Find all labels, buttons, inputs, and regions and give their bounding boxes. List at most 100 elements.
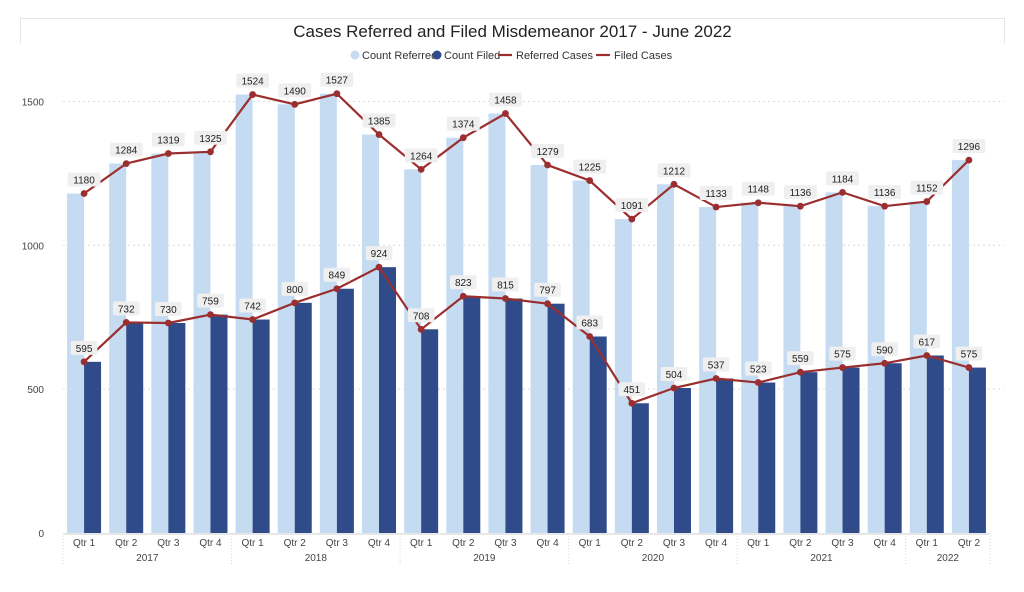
data-label-filed-bg xyxy=(407,308,435,323)
x-tick-label: Qtr 1 xyxy=(916,538,939,549)
point-filed-cases xyxy=(122,319,130,326)
data-label-filed-bg xyxy=(829,346,856,361)
data-label-referred-bg xyxy=(826,171,859,186)
bar-count-filed xyxy=(463,296,481,533)
data-label-referred: 1133 xyxy=(705,189,727,200)
bar-count-filed xyxy=(589,336,607,533)
point-filed-cases xyxy=(544,300,551,308)
bar-count-filed xyxy=(168,322,186,533)
data-label-filed-bg xyxy=(660,366,688,381)
data-label-referred: 1136 xyxy=(874,188,896,199)
point-filed-cases xyxy=(712,375,720,382)
point-referred-cases xyxy=(207,148,214,156)
y-tick-label: 1000 xyxy=(22,241,45,252)
data-label-filed: 590 xyxy=(876,345,893,356)
data-label-filed-bg xyxy=(534,282,561,297)
point-filed-cases xyxy=(80,358,88,366)
data-label-filed-bg xyxy=(323,267,351,282)
data-label-referred-bg xyxy=(910,180,944,195)
x-year-label: 2018 xyxy=(305,553,328,564)
point-filed-cases xyxy=(586,333,594,340)
data-label-referred: 1091 xyxy=(621,201,644,212)
point-filed-cases xyxy=(796,368,804,376)
data-label-filed: 732 xyxy=(118,304,135,315)
data-label-filed: 924 xyxy=(371,249,388,260)
data-label-filed-bg xyxy=(239,298,266,313)
bar-count-referred xyxy=(614,219,632,533)
bar-count-filed xyxy=(758,382,776,533)
bar-count-referred xyxy=(404,169,422,533)
bar-count-referred xyxy=(656,184,674,533)
data-label-filed-bg xyxy=(365,246,393,261)
bar-count-filed xyxy=(547,303,565,533)
bar-count-referred xyxy=(951,160,969,533)
data-label-referred-bg xyxy=(278,83,312,98)
bar-count-referred xyxy=(909,201,927,534)
data-label-referred: 1374 xyxy=(452,120,475,131)
bar-count-filed xyxy=(126,322,144,533)
point-referred-cases xyxy=(122,160,130,167)
x-tick-label: Qtr 2 xyxy=(452,538,475,549)
data-label-referred-bg xyxy=(362,113,396,128)
data-label-filed: 559 xyxy=(792,354,809,365)
x-year-label: 2022 xyxy=(937,553,960,564)
data-label-filed: 708 xyxy=(413,311,430,322)
point-referred-cases xyxy=(628,215,636,223)
bar-count-referred xyxy=(235,94,253,533)
data-label-referred: 1225 xyxy=(579,163,602,174)
point-filed-cases xyxy=(965,364,973,371)
data-label-referred-bg xyxy=(446,116,480,131)
data-label-referred: 1527 xyxy=(326,76,349,87)
point-filed-cases xyxy=(754,379,762,386)
x-tick-label: Qtr 3 xyxy=(663,538,686,549)
data-label-referred: 1152 xyxy=(916,184,938,195)
data-label-referred: 1319 xyxy=(157,136,180,147)
x-year-label: 2020 xyxy=(642,553,665,564)
data-label-filed: 504 xyxy=(666,370,683,381)
bar-count-filed xyxy=(716,378,734,533)
x-tick-label: Qtr 1 xyxy=(579,538,602,549)
data-label-referred: 1296 xyxy=(958,142,981,153)
point-filed-cases xyxy=(375,263,383,271)
point-filed-cases xyxy=(291,299,299,307)
data-label-filed-bg xyxy=(449,275,477,290)
x-tick-label: Qtr 4 xyxy=(874,538,897,549)
data-label-filed: 523 xyxy=(750,365,767,376)
bar-count-filed xyxy=(210,314,228,533)
x-tick-label: Qtr 1 xyxy=(73,538,96,549)
data-label-filed-bg xyxy=(871,342,898,357)
bar-count-referred xyxy=(572,180,590,533)
point-referred-cases xyxy=(417,165,425,173)
x-tick-label: Qtr 1 xyxy=(241,538,264,549)
x-tick-label: Qtr 1 xyxy=(410,538,433,549)
data-label-filed-bg xyxy=(955,346,983,361)
bar-count-filed xyxy=(800,372,818,533)
point-referred-cases xyxy=(544,161,551,169)
line-filed-cases xyxy=(83,265,970,405)
line-referred-cases xyxy=(83,92,970,221)
data-label-filed-bg xyxy=(913,334,941,349)
bar-count-referred xyxy=(151,153,169,534)
x-tick-label: Qtr 2 xyxy=(958,538,981,549)
data-label-referred-bg xyxy=(868,185,902,200)
point-referred-cases xyxy=(333,90,341,98)
data-label-filed-bg xyxy=(618,382,646,397)
legend-label: Count Filed xyxy=(444,50,500,62)
bar-count-filed xyxy=(884,363,902,533)
x-tick-label: Qtr 2 xyxy=(621,538,644,549)
data-label-filed: 595 xyxy=(76,344,93,355)
bar-count-filed xyxy=(379,267,397,533)
data-label-filed-bg xyxy=(787,351,814,366)
data-label-referred-bg xyxy=(741,181,775,196)
data-label-referred-bg xyxy=(151,132,185,147)
data-label-filed-bg xyxy=(702,357,730,372)
bar-count-referred xyxy=(193,151,211,534)
y-tick-label: 0 xyxy=(38,529,44,540)
data-label-filed: 823 xyxy=(455,278,472,289)
data-label-filed-bg xyxy=(492,277,519,292)
point-filed-cases xyxy=(881,359,889,367)
data-label-referred: 1385 xyxy=(368,117,391,128)
data-label-referred-bg xyxy=(67,172,101,187)
